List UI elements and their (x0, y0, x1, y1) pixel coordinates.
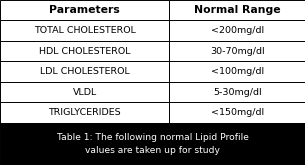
Bar (169, 102, 305, 123)
Text: <200mg/dl: <200mg/dl (210, 26, 264, 35)
Text: LDL CHOLESTEROL: LDL CHOLESTEROL (40, 67, 130, 76)
Bar (0, 123, 305, 165)
Bar (169, 20, 305, 41)
Text: <150mg/dl: <150mg/dl (210, 108, 264, 117)
Bar (0, 41, 169, 62)
Bar (0, 20, 169, 41)
Text: 5-30mg/dl: 5-30mg/dl (213, 88, 261, 97)
Bar (169, 0, 305, 20)
Text: Normal Range: Normal Range (194, 5, 281, 15)
Text: <100mg/dl: <100mg/dl (210, 67, 264, 76)
Text: Parameters: Parameters (49, 5, 120, 15)
Text: TOTAL CHOLESTEROL: TOTAL CHOLESTEROL (34, 26, 136, 35)
Bar (169, 82, 305, 102)
Text: TRIGLYCERIDES: TRIGLYCERIDES (48, 108, 121, 117)
Bar (0, 0, 169, 20)
Text: 30-70mg/dl: 30-70mg/dl (210, 47, 264, 56)
Bar (0, 82, 169, 102)
Bar (0, 61, 169, 82)
Bar (0, 102, 169, 123)
Bar (169, 41, 305, 62)
Bar (169, 61, 305, 82)
Text: HDL CHOLESTEROL: HDL CHOLESTEROL (39, 47, 130, 56)
Text: Table 1: The following normal Lipid Profile
values are taken up for study: Table 1: The following normal Lipid Prof… (56, 133, 249, 155)
Text: VLDL: VLDL (73, 88, 97, 97)
